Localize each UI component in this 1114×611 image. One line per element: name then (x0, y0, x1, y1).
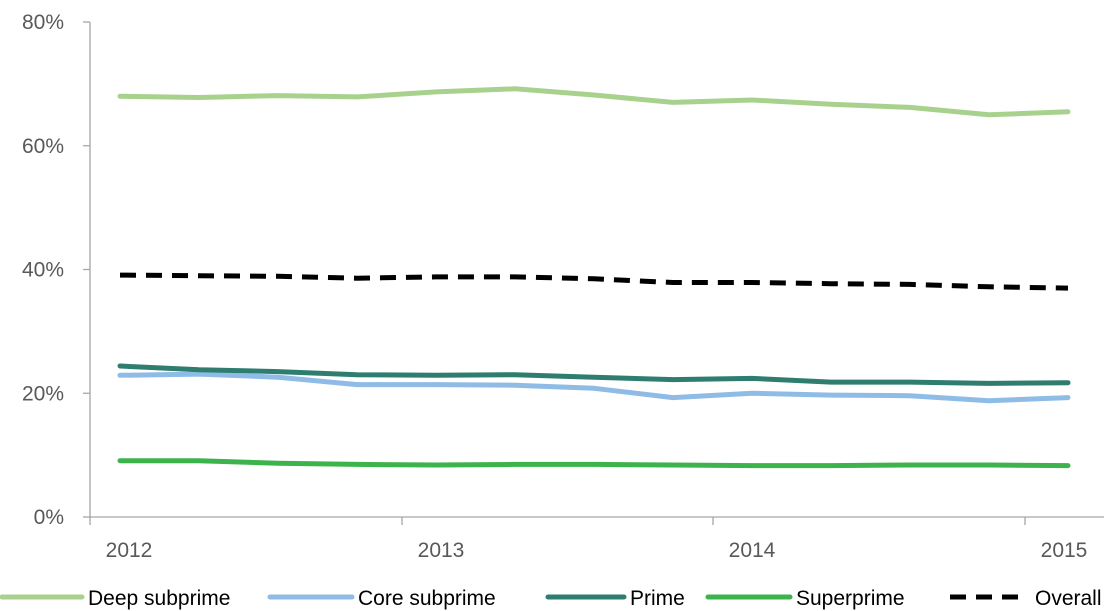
legend-item-overall: Overall (950, 587, 1102, 610)
legend-item-prime: Prime (545, 587, 685, 610)
legend-item-core-subprime: Core subprime (267, 587, 496, 610)
series-line-core-subprime (117, 371, 1071, 404)
x-tick-label: 2013 (418, 539, 465, 562)
y-tick-label: 20% (22, 382, 64, 405)
legend-label: Overall (1035, 587, 1102, 610)
series-line-prime (117, 363, 1071, 386)
y-tick-label: 80% (22, 11, 64, 34)
legend-label: Prime (630, 587, 685, 610)
series-line-superprime (117, 458, 1071, 469)
x-tick-label: 2012 (106, 539, 153, 562)
legend-label: Superprime (796, 587, 905, 610)
x-axis-labels: 2012 2013 2014 2015 (106, 539, 1088, 562)
series-line-deep-subprime (117, 86, 1071, 118)
legend-item-superprime: Superprime (705, 587, 905, 610)
axes (83, 21, 1104, 525)
y-tick-label: 60% (22, 135, 64, 158)
x-tick-label: 2014 (729, 539, 776, 562)
legend-label: Core subprime (358, 587, 496, 610)
legend-label: Deep subprime (88, 587, 230, 610)
legend-item-deep-subprime: Deep subprime (0, 587, 230, 610)
y-axis-labels: 0% 20% 40% 60% 80% (22, 11, 64, 529)
legend: Deep subprime Core subprime Prime Superprim… (0, 587, 1102, 610)
series-lines (117, 86, 1071, 469)
y-tick-label: 0% (34, 506, 64, 529)
series-line-overall (119, 272, 1069, 291)
y-tick-label: 40% (22, 259, 64, 282)
x-tick-label: 2015 (1041, 539, 1088, 562)
